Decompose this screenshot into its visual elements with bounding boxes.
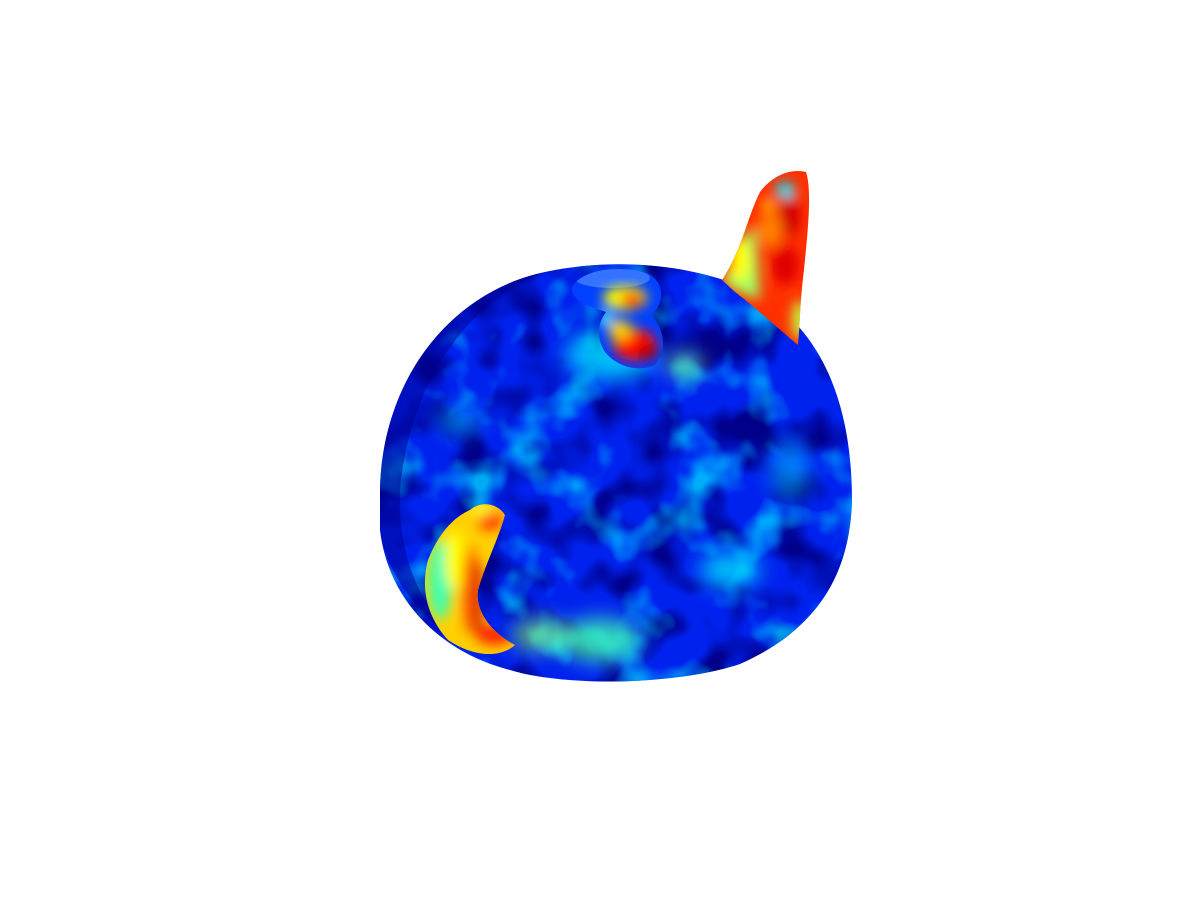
teapot-handle: [424, 504, 515, 655]
teapot-lid-knob: [571, 268, 664, 369]
teapot-spout: [722, 170, 810, 345]
